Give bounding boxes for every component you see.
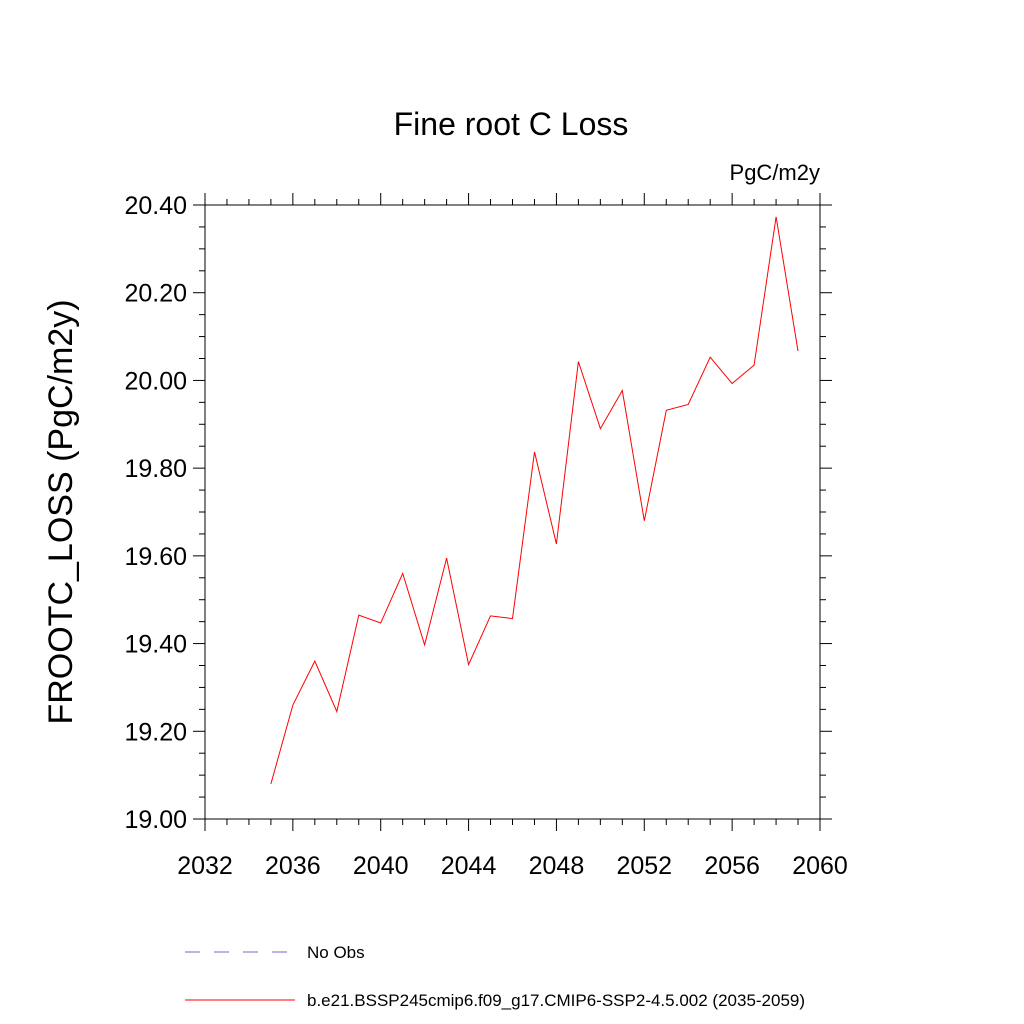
y-tick-labels: 19.00 19.20 19.40 19.60 19.80 20.00 20.20 20.40 (124, 192, 187, 834)
x-tick-label: 2060 (792, 852, 848, 880)
legend-label: No Obs (307, 943, 365, 962)
x-tick-label: 2032 (177, 852, 233, 880)
y-tick-label: 20.40 (124, 192, 187, 220)
y-tick-label: 19.40 (124, 631, 187, 659)
x-tick-label: 2052 (616, 852, 672, 880)
y-tick-label: 19.00 (124, 806, 187, 834)
x-tick-label: 2056 (704, 852, 760, 880)
series-line (270, 216, 799, 785)
plot-frame (204, 204, 821, 820)
y-tick-label: 20.00 (124, 367, 187, 395)
x-tick-label: 2036 (265, 852, 321, 880)
x-tick-label: 2044 (441, 852, 497, 880)
x-tick-label: 2040 (353, 852, 409, 880)
y-tick-label: 20.20 (124, 280, 187, 308)
major-ticks (193, 193, 832, 831)
chart-title: Fine root C Loss (394, 106, 629, 142)
legend-label: b.e21.BSSP245cmip6.f09_g17.CMIP6-SSP2-4.… (307, 991, 805, 1010)
x-tick-labels: 2032 2036 2040 2044 2048 2052 2056 2060 (177, 852, 848, 880)
y-axis-label: FROOTC_LOSS (PgC/m2y) (42, 299, 80, 724)
y-tick-label: 19.60 (124, 543, 187, 571)
legend: No Obs b.e21.BSSP245cmip6.f09_g17.CMIP6-S… (185, 943, 805, 1010)
series-layer (270, 216, 799, 785)
minor-ticks (199, 199, 826, 825)
units-label: PgC/m2y (730, 160, 820, 185)
y-tick-label: 19.20 (124, 718, 187, 746)
y-tick-label: 19.80 (124, 455, 187, 483)
x-tick-label: 2048 (529, 852, 585, 880)
